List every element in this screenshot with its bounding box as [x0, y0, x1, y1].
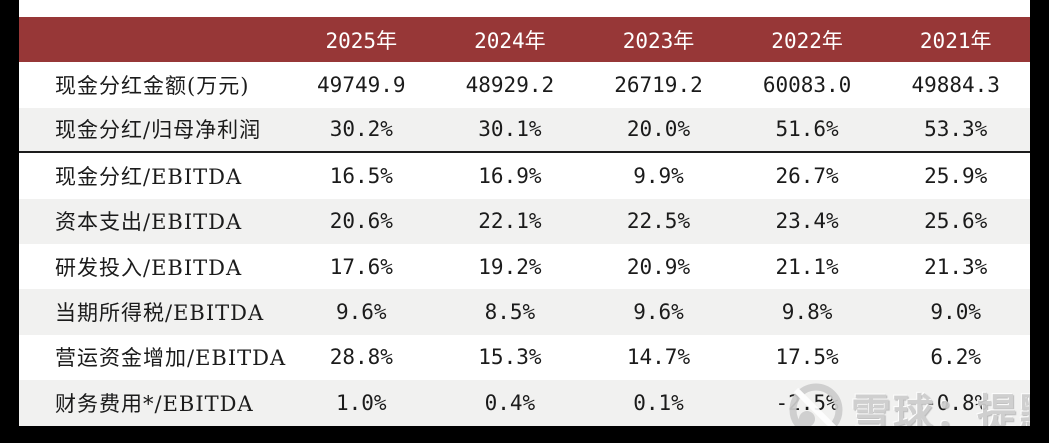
table-row-dividend-to-net-profit: 现金分红/归母净利润 30.2% 30.1% 20.0% 51.6% 53.3% [19, 107, 1030, 154]
row-label: 现金分红/归母净利润 [55, 118, 262, 143]
value-cell: 23.4% [775, 209, 839, 234]
value-cell: 53.3% [924, 117, 988, 142]
value-cell: 9.8% [781, 300, 833, 325]
value-cell: 9.6% [633, 300, 684, 325]
value-cell: 30.1% [478, 117, 542, 142]
row-label: 营运资金增加/EBITDA [55, 346, 287, 371]
table-header-row: 2025年 2024年 2023年 2022年 2021年 [19, 17, 1030, 63]
year-header-2022: 2022年 [771, 28, 843, 53]
table-row-cash-dividend-amount: 现金分红金额(万元) 49749.9 48929.2 26719.2 60083… [19, 62, 1030, 108]
table-row-finance-cost-to-ebitda: 财务费用*/EBITDA 1.0% 0.4% 0.1% -2.5% -0.8% [19, 380, 1030, 426]
value-cell: 16.5% [329, 163, 393, 188]
table-row-dividend-to-ebitda: 现金分红/EBITDA 16.5% 16.9% 9.9% 26.7% 25.9% [19, 153, 1030, 199]
table-row-rnd-to-ebitda: 研发投入/EBITDA 17.6% 19.2% 20.9% 21.1% 21.3… [19, 243, 1030, 290]
value-cell: 6.2% [930, 345, 981, 370]
value-cell: 19.2% [478, 254, 542, 279]
table-row-income-tax-to-ebitda: 当期所得税/EBITDA 9.6% 8.5% 9.6% 9.8% 9.0% [19, 289, 1030, 335]
table-row-working-capital-to-ebitda: 营运资金增加/EBITDA 28.8% 15.3% 14.7% 17.5% 6.… [19, 334, 1030, 381]
value-cell: 60083.0 [762, 73, 852, 98]
value-cell: 30.2% [329, 117, 393, 142]
year-header-2021: 2021年 [919, 28, 992, 53]
value-cell: 16.9% [478, 163, 542, 188]
value-cell: 20.9% [626, 254, 691, 279]
value-cell: -0.8% [924, 390, 988, 415]
value-cell: 49884.3 [911, 73, 1000, 98]
value-cell: 20.6% [329, 209, 393, 234]
row-label: 现金分红金额(万元) [55, 74, 250, 99]
value-cell: 0.1% [633, 390, 684, 415]
value-cell: 51.6% [775, 117, 839, 142]
value-cell: 21.1% [775, 254, 839, 279]
value-cell: 15.3% [478, 345, 542, 370]
value-cell: 17.6% [329, 254, 393, 279]
year-header-2023: 2023年 [622, 28, 695, 53]
row-label: 当期所得税/EBITDA [55, 301, 265, 326]
value-cell: 49749.9 [317, 73, 406, 98]
row-label: 财务费用*/EBITDA [55, 391, 254, 416]
value-cell: 28.8% [329, 345, 393, 370]
value-cell: 9.9% [633, 163, 684, 188]
value-cell: 25.6% [924, 209, 988, 234]
table-panel: 2025年 2024年 2023年 2022年 2021年 现金分红金额(万元)… [19, 0, 1030, 426]
row-label: 研发投入/EBITDA [55, 255, 243, 280]
financial-ratio-table: 2025年 2024年 2023年 2022年 2021年 现金分红金额(万元)… [19, 17, 1030, 426]
table-row-capex-to-ebitda: 资本支出/EBITDA 20.6% 22.1% 22.5% 23.4% 25.6… [19, 198, 1030, 244]
row-label: 现金分红/EBITDA [55, 164, 243, 189]
value-cell: 9.6% [336, 300, 387, 325]
value-cell: 14.7% [626, 345, 691, 370]
value-cell: 26719.2 [614, 73, 703, 98]
value-cell: 1.0% [336, 390, 387, 415]
value-cell: 48929.2 [465, 73, 555, 98]
value-cell: 22.1% [478, 209, 542, 234]
year-header-2024: 2024年 [474, 28, 546, 53]
value-cell: 25.9% [924, 163, 988, 188]
value-cell: 20.0% [626, 117, 691, 142]
row-label: 资本支出/EBITDA [55, 210, 243, 235]
value-cell: 9.0% [930, 300, 981, 325]
value-cell: 21.3% [924, 254, 988, 279]
value-cell: 17.5% [775, 345, 839, 370]
value-cell: 26.7% [775, 163, 839, 188]
value-cell: 22.5% [626, 209, 691, 234]
year-header-2025: 2025年 [325, 28, 398, 53]
value-cell: -2.5% [775, 390, 839, 415]
value-cell: 8.5% [484, 300, 536, 325]
value-cell: 0.4% [484, 390, 536, 415]
